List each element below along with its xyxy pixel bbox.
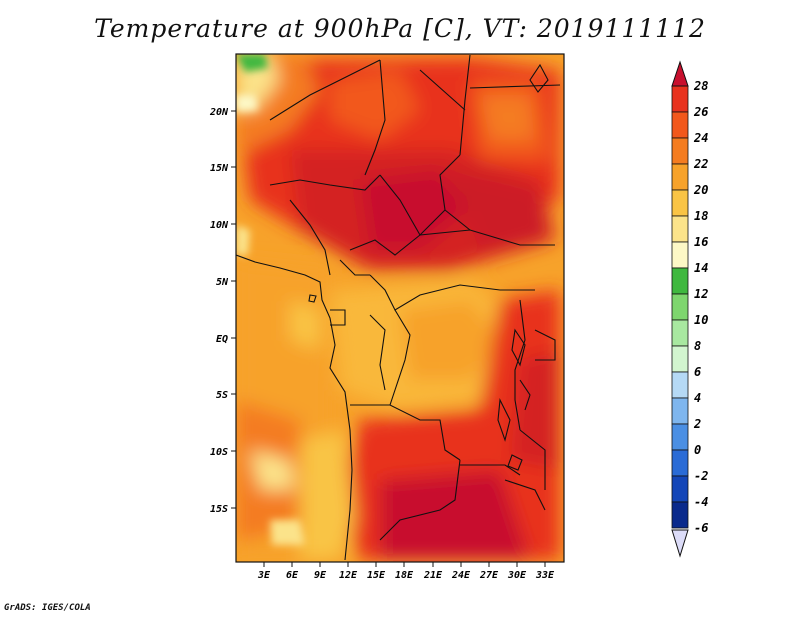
lat-label-20n: 20N	[209, 107, 229, 118]
colorbar-cell	[671, 137, 689, 165]
country-borders	[236, 54, 561, 561]
lat-label-15n: 15N	[210, 163, 229, 174]
colorbar-label-24: 24	[693, 131, 708, 145]
latitude-axis: 20N 15N 10N 5N EQ 5S 10S 15S	[209, 107, 236, 515]
lat-label-eq: EQ	[216, 334, 228, 345]
colorbar-cell	[671, 319, 689, 347]
lon-label-18e: 18E	[395, 570, 414, 581]
colorbar: 28 26 24 22 20 18 16 14 12 10 8 6 4 2 0 …	[671, 60, 708, 558]
lon-label-15e: 15E	[367, 570, 386, 581]
colorbar-labels: 28 26 24 22 20 18 16 14 12 10 8 6 4 2 0 …	[693, 79, 708, 535]
lat-label-10s: 10S	[210, 447, 228, 458]
lon-label-12e: 12E	[339, 570, 358, 581]
colorbar-label-4: 4	[694, 391, 701, 405]
lon-label-27e: 27E	[479, 570, 499, 581]
lon-label-3e: 3E	[257, 570, 271, 581]
colorbar-label-10: 10	[694, 313, 708, 327]
colorbar-cell	[671, 449, 689, 477]
colorbar-label-12: 12	[694, 287, 708, 301]
map-frame	[235, 53, 565, 563]
colorbar-cells	[671, 85, 689, 529]
colorbar-cell	[671, 501, 689, 529]
colorbar-label-8: 8	[694, 339, 701, 353]
colorbar-label-18: 18	[694, 209, 708, 223]
colorbar-label-6: 6	[694, 365, 701, 379]
colorbar-cell	[671, 293, 689, 321]
lon-label-24e: 24E	[451, 570, 471, 581]
lon-label-30e: 30E	[507, 570, 527, 581]
colorbar-cell	[671, 371, 689, 399]
colorbar-cell	[671, 163, 689, 191]
colorbar-cell	[671, 189, 689, 217]
temperature-field	[236, 54, 564, 562]
colorbar-label-20: 20	[693, 183, 708, 197]
colorbar-cell	[671, 111, 689, 139]
colorbar-cell	[671, 241, 689, 269]
colorbar-label-minus2: -2	[694, 469, 708, 483]
lon-label-9e: 9E	[314, 570, 327, 581]
colorbar-label-minus4: -4	[694, 495, 708, 509]
colorbar-cell	[671, 85, 689, 113]
map-title: Temperature at 900hPa [C], VT: 201911111…	[94, 14, 706, 43]
colorbar-label-16: 16	[694, 235, 708, 249]
colorbar-label-2: 2	[693, 417, 701, 431]
colorbar-cell	[671, 215, 689, 243]
lon-label-21e: 21E	[423, 570, 443, 581]
colorbar-over-arrow	[671, 60, 689, 87]
colorbar-label-minus6: -6	[694, 521, 708, 535]
colorbar-label-0: 0	[694, 443, 701, 457]
lat-label-15s: 15S	[210, 504, 228, 515]
lat-label-10n: 10N	[210, 220, 229, 231]
colorbar-label-22: 22	[693, 157, 708, 171]
colorbar-cell	[671, 423, 689, 451]
lat-label-5s: 5S	[216, 390, 228, 401]
colorbar-cell	[671, 397, 689, 425]
colorbar-cell	[671, 267, 689, 295]
colorbar-label-26: 26	[693, 105, 708, 119]
lat-label-5n: 5N	[216, 277, 229, 288]
colorbar-label-28: 28	[693, 79, 708, 93]
lon-label-33e: 33E	[535, 570, 555, 581]
colorbar-cell	[671, 345, 689, 373]
grads-credit: GrADS: IGES/COLA	[4, 603, 91, 613]
colorbar-label-14: 14	[694, 261, 708, 275]
colorbar-under-arrow	[671, 529, 689, 558]
colorbar-cell	[671, 475, 689, 503]
lon-label-6e: 6E	[286, 570, 299, 581]
longitude-axis: 3E 6E 9E 12E 15E 18E 21E 24E 27E 30E 33E	[257, 562, 555, 581]
